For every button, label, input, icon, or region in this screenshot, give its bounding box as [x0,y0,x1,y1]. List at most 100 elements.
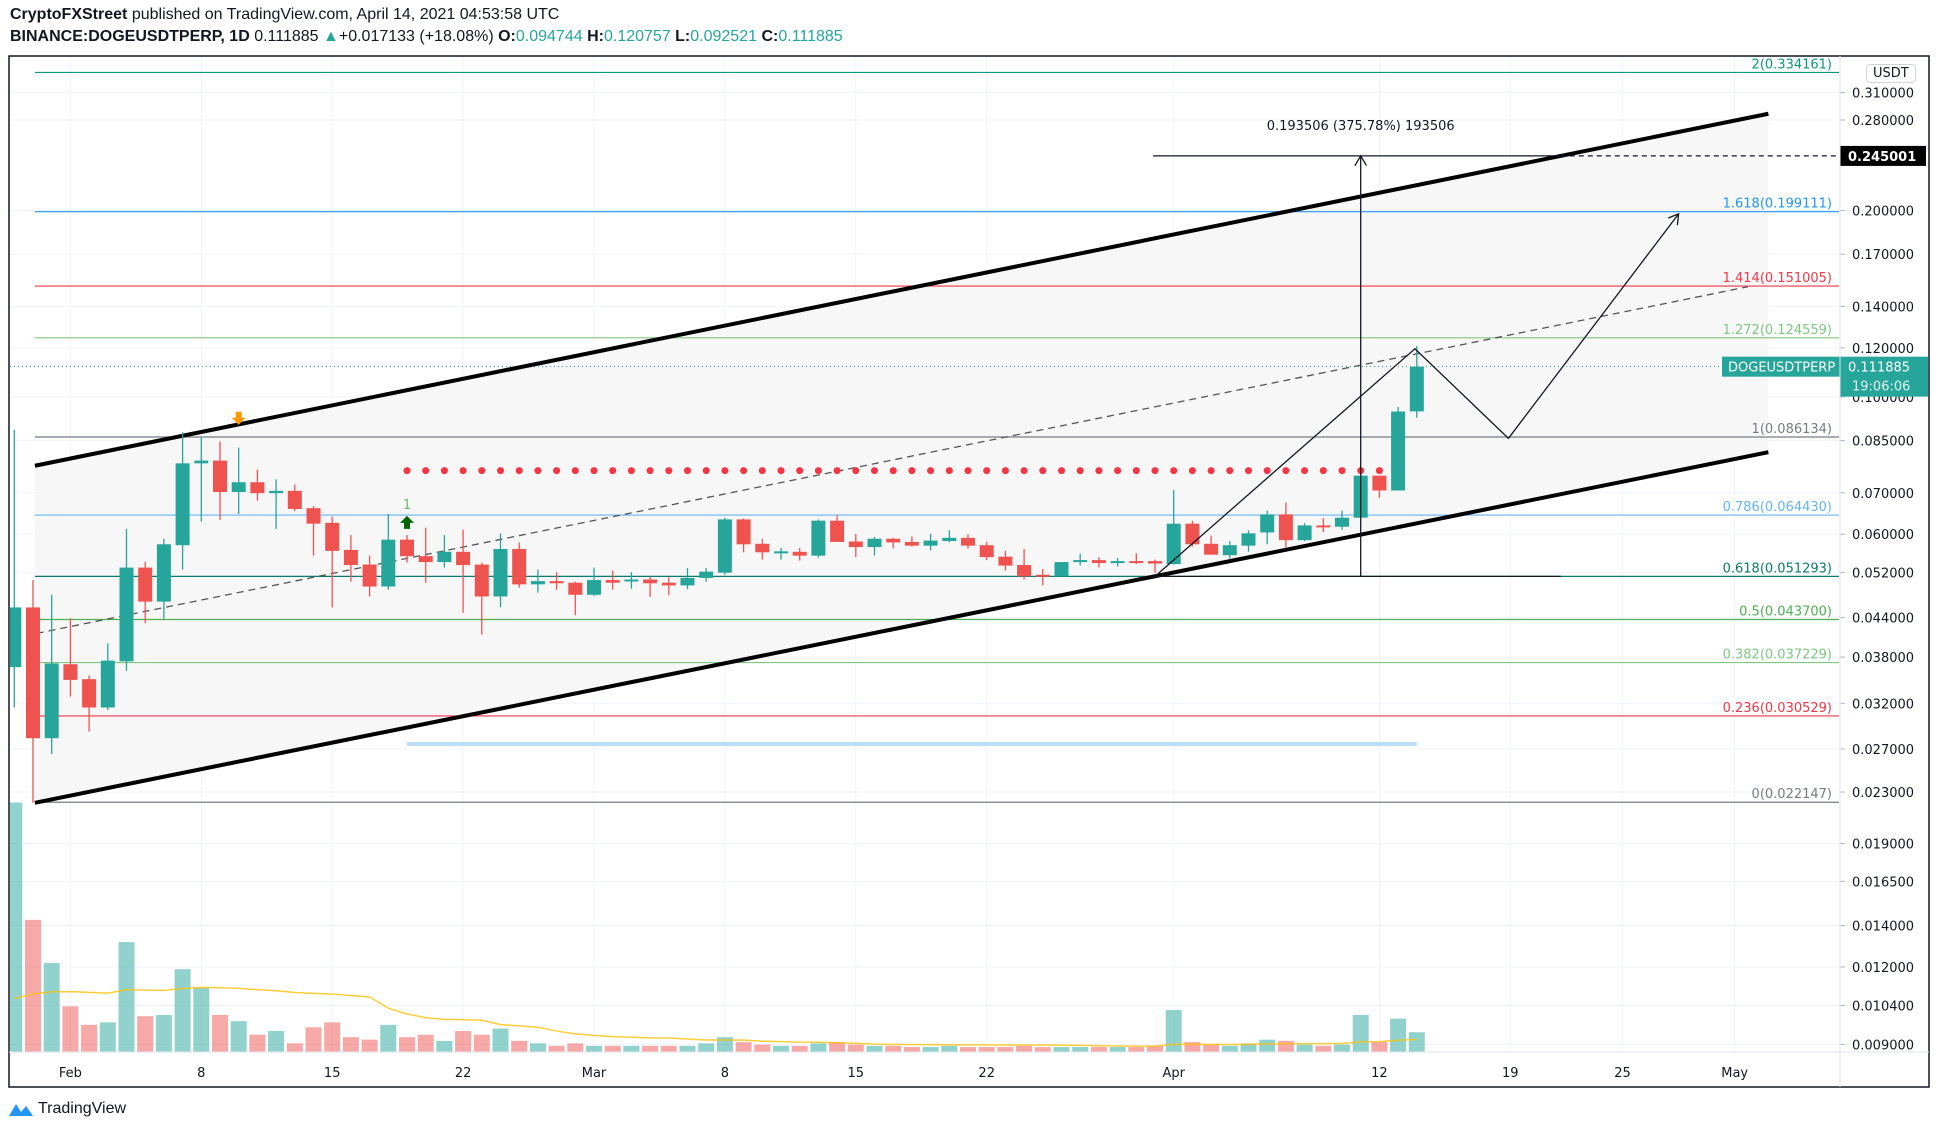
candle[interactable] [100,643,115,711]
candle[interactable] [512,542,527,588]
volume-bar [922,1047,939,1052]
candle[interactable] [231,447,246,514]
candle[interactable] [213,441,227,520]
candle[interactable] [1166,490,1181,565]
candle[interactable] [867,536,882,556]
candle[interactable] [1391,407,1406,491]
candle[interactable] [194,437,209,522]
candle[interactable] [306,506,321,556]
candle[interactable] [942,530,957,543]
candle-body [1391,411,1406,491]
candle-body [474,564,489,597]
candle[interactable] [63,618,78,697]
candle[interactable] [755,538,770,560]
candle[interactable] [119,528,134,671]
resistance-dot [796,467,804,475]
volume-bar [137,1016,154,1052]
candle[interactable] [437,535,452,568]
currency-button[interactable]: USDT [1866,64,1916,83]
candle[interactable] [699,568,714,582]
candle[interactable] [961,534,975,549]
candle[interactable] [830,515,845,542]
candle[interactable] [250,469,265,501]
candle[interactable] [587,567,601,596]
candle[interactable] [1409,346,1424,418]
publisher-name[interactable]: CryptoFXStreet [10,6,128,23]
symbol-label[interactable]: BINANCE:DOGEUSDTPERP, 1D [10,28,250,45]
candle[interactable] [1222,541,1237,559]
candle[interactable] [904,536,919,547]
candle-body [1241,533,1256,546]
volume-bar [698,1043,715,1052]
candle[interactable] [792,548,807,561]
candle[interactable] [605,570,620,590]
candle[interactable] [624,572,639,589]
candle[interactable] [549,572,564,590]
candle[interactable] [1372,475,1387,498]
resistance-dot [1095,467,1103,475]
candle[interactable] [1054,562,1069,577]
fib-level-label: 2(0.334161) [1752,57,1832,72]
candle[interactable] [568,581,583,616]
candle[interactable] [1278,502,1293,548]
price-tick-label: 0.016500 [1852,875,1914,890]
candle[interactable] [269,479,284,529]
candle[interactable] [82,675,97,732]
candle[interactable] [848,533,863,558]
candle[interactable] [1073,553,1088,566]
candle-body [493,548,508,597]
candle[interactable] [886,537,901,549]
tradingview-logo[interactable]: TradingView [8,1100,126,1118]
candle[interactable] [156,538,171,619]
candle[interactable] [7,429,22,708]
candle[interactable] [774,548,788,560]
candle[interactable] [643,576,658,598]
candle[interactable] [1148,559,1162,573]
candle[interactable] [138,561,153,624]
candle[interactable] [1335,510,1349,530]
candle[interactable] [979,541,994,561]
candle[interactable] [418,527,433,583]
candle[interactable] [493,533,508,608]
candle-body [1073,560,1088,563]
resistance-dot [1263,467,1271,475]
candle[interactable] [736,518,751,553]
candle-body [138,567,153,602]
axes: 0.310000 0.280000 0.200000 0.170000 0.140000… [59,87,1928,1081]
candle[interactable] [1241,530,1256,552]
candle[interactable] [1017,548,1032,580]
candle[interactable] [362,555,377,597]
candle[interactable] [530,569,545,593]
volume-bar [1296,1044,1313,1052]
candle[interactable] [1260,510,1275,545]
candle[interactable] [1091,557,1106,568]
candle[interactable] [680,568,695,590]
candle[interactable] [287,484,302,512]
candle[interactable] [175,432,190,570]
resistance-dot [1207,467,1215,475]
candle[interactable] [1297,523,1312,542]
volume-bar [1259,1039,1276,1052]
resistance-dot [702,467,710,475]
candle[interactable] [1316,518,1331,532]
candle[interactable] [44,594,59,754]
candle[interactable] [343,535,358,582]
candle[interactable] [1185,520,1200,547]
candle[interactable] [1035,569,1050,586]
candle[interactable] [474,562,489,635]
candle[interactable] [1204,535,1219,555]
candle[interactable] [717,517,732,575]
candle[interactable] [661,577,676,596]
candle[interactable] [400,535,414,563]
candle[interactable] [381,513,396,590]
candle[interactable] [1110,558,1125,567]
candle[interactable] [456,529,471,613]
candle[interactable] [811,519,826,558]
candle[interactable] [923,533,938,551]
candle[interactable] [26,580,40,803]
plot-area[interactable]: 2(0.334161) 1.618(0.199111) 1.414(0.151005… [6,57,1839,1052]
candle[interactable] [998,550,1013,571]
candle[interactable] [325,516,340,608]
candle[interactable] [1129,553,1144,565]
